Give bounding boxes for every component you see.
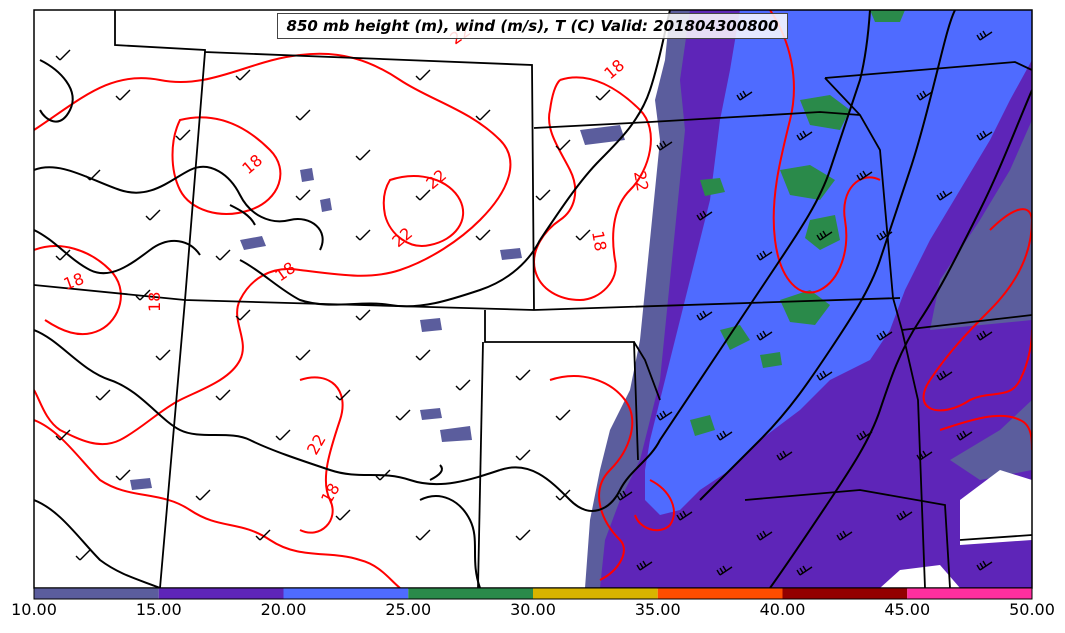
colorbar-tick-label: 25.00 (385, 600, 432, 619)
map-title: 850 mb height (m), wind (m/s), T (C) Val… (277, 13, 788, 39)
shade-band-25-30 (690, 10, 905, 436)
state-borders (34, 10, 1032, 588)
colorbar-segment (782, 588, 908, 599)
colorbar-segment (657, 588, 783, 599)
colorbar-segment (408, 588, 533, 599)
colorbar-tick-label: 35.00 (634, 600, 681, 619)
colorbar-segment (283, 588, 409, 599)
contour-label: 18 (588, 229, 610, 252)
colorbar-tick-label: 20.00 (260, 600, 307, 619)
temperature-contours (34, 10, 1032, 588)
colorbar-tick-label: 50.00 (1009, 600, 1055, 619)
shade-gap-corner (880, 565, 960, 588)
colorbar-tick-label: 10.00 (11, 600, 57, 619)
shade-band-20-25 (645, 10, 1032, 515)
colorbar-tick-label: 40.00 (759, 600, 806, 619)
colorbar-tick-label: 45.00 (884, 600, 931, 619)
contour-label: 22 (630, 169, 652, 192)
colorbar-segment (533, 588, 658, 599)
colorbar-segment (34, 588, 159, 599)
colorbar-segment (907, 588, 1032, 599)
colorbar-segment (158, 588, 284, 599)
shade-scatter-west (130, 125, 625, 490)
shade-gap-bottom-right (960, 470, 1032, 545)
colorbar-tick-label: 30.00 (510, 600, 556, 619)
contour-label: 18 (145, 292, 164, 312)
colorbar-frame (33, 587, 1033, 600)
colorbar (34, 588, 1032, 599)
colorbar-tick-label: 15.00 (135, 600, 182, 619)
